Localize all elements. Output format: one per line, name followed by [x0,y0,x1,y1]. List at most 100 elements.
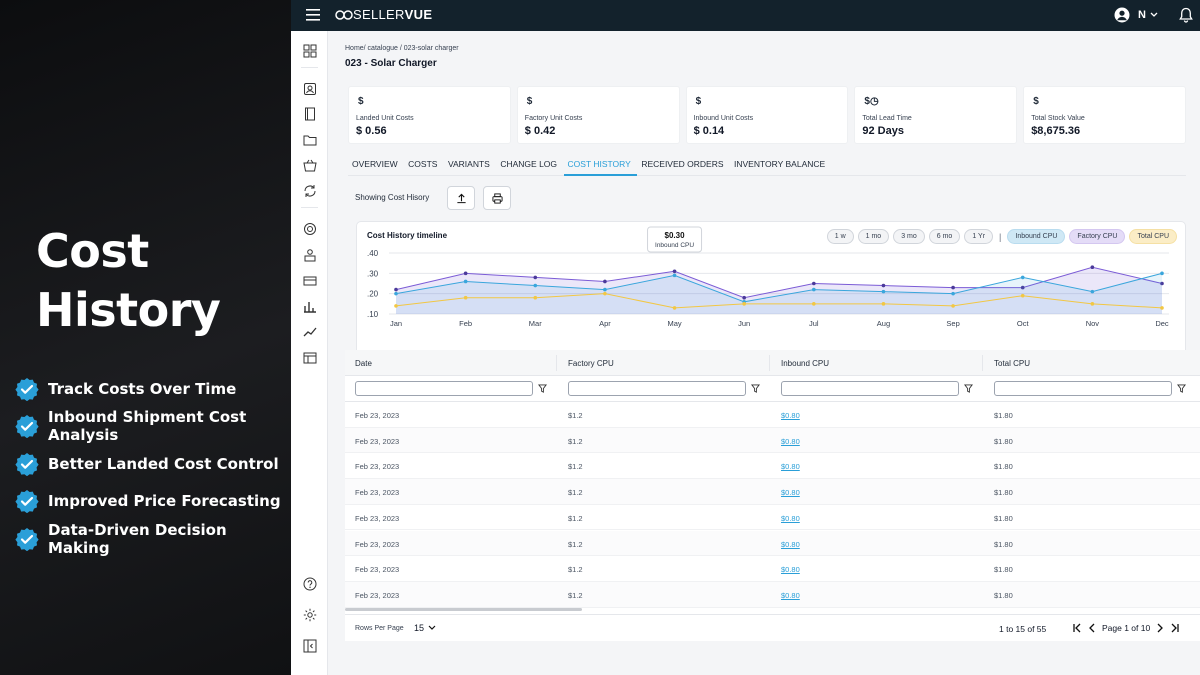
profile-icon[interactable] [303,82,317,96]
user-menu[interactable]: N [1114,7,1158,23]
tab-variants[interactable]: VARIANTS [447,159,490,169]
filter-icon[interactable] [538,384,547,393]
x-tick-label: Nov [1086,319,1100,328]
dollar-clock-icon: $◷ [864,96,879,107]
range-1yr-button[interactable]: 1 Yr [964,229,994,244]
filter-icon[interactable] [1177,384,1186,393]
tab-change-log[interactable]: CHANGE LOG [500,159,558,169]
card-inbound-unit-costs: $ Inbound Unit Costs $ 0.14 [685,86,849,144]
help-icon[interactable] [303,577,317,591]
series-area [396,273,1162,314]
range-1mo-button[interactable]: 1 mo [857,229,890,244]
book-icon[interactable] [303,107,317,121]
inbound-cpu-link[interactable]: $0.80 [781,539,800,549]
data-point [394,304,398,308]
tab-cost-history[interactable]: COST HISTORY [563,156,638,176]
bar-chart-icon[interactable] [303,299,317,313]
table-row: Feb 23, 2023 $1.2 $0.80 $1.80 [345,530,1200,557]
dollar-icon: $ [526,96,533,107]
summary-cards: $ Landed Unit Costs $ 0.56 $ Factory Uni… [348,86,1186,144]
card-landed-unit-costs: $ Landed Unit Costs $ 0.56 [348,86,511,144]
hamburger-menu-icon[interactable] [306,9,320,21]
card-label: Total Lead Time [862,115,912,122]
next-page-icon[interactable] [1155,623,1165,633]
notification-bell-icon[interactable] [1179,7,1193,23]
rows-per-page-select[interactable]: 15 [414,623,436,633]
feature-label: Inbound Shipment Cost Analysis [48,408,247,445]
showing-label: Showing Cost Hisory [355,193,430,202]
collapse-icon[interactable] [303,639,317,653]
column-header-inbound-cpu[interactable]: Inbound CPU [781,359,830,368]
date-cell: Feb 23, 2023 [355,590,400,600]
factory-cpu-filter-input[interactable] [568,381,746,396]
sync-icon[interactable] [303,184,317,198]
inbound-cpu-link[interactable]: $0.80 [781,590,800,600]
card-total-stock-value: $ Total Stock Value $8,675.36 [1023,86,1186,144]
series-line [395,293,1163,309]
column-header-factory-cpu[interactable]: Factory CPU [568,359,614,368]
table-icon[interactable] [303,351,317,365]
printer-icon [491,192,503,204]
logo-text-seller: SELLER [353,7,405,22]
target-icon[interactable] [303,222,317,236]
data-point [603,287,607,292]
data-point [672,273,677,278]
tab-costs[interactable]: COSTS [408,159,438,169]
total-cpu-filter-input[interactable] [994,381,1172,396]
legend-factory-cpu[interactable]: Factory CPU [1069,229,1126,244]
inbound-cpu-link[interactable]: $0.80 [781,565,800,575]
card-value: $ 0.56 [356,125,387,137]
data-point [812,287,816,292]
y-tick-label: .20 [367,290,379,299]
range-3mo-button[interactable]: 3 mo [893,229,925,244]
range-6mo-button[interactable]: 6 mo [928,229,961,244]
data-point [1160,306,1164,310]
pagination-range: 1 to 15 of 55 [999,624,1047,634]
total-cpu-cell: $1.80 [994,436,1013,446]
inbound-cpu-link[interactable]: $0.80 [781,513,800,523]
range-1w-button[interactable]: 1 w [826,229,854,244]
first-page-icon[interactable] [1072,623,1082,633]
trend-icon[interactable] [303,325,317,339]
data-point [533,295,538,300]
tab-inventory-balance[interactable]: INVENTORY BALANCE [734,159,826,169]
print-button[interactable] [483,186,511,210]
last-page-icon[interactable] [1170,623,1180,633]
x-tick-label: Jan [390,319,402,328]
inbound-cpu-link[interactable]: $0.80 [781,488,800,498]
person-box-icon[interactable] [303,248,317,262]
table-row: Feb 23, 2023 $1.2 $0.80 $1.80 [345,581,1200,608]
basket-icon[interactable] [303,159,317,173]
series-line [395,272,1163,303]
folder-icon[interactable] [303,133,317,147]
tab-overview[interactable]: OVERVIEW [352,159,398,169]
feature-label: Track Costs Over Time [48,379,237,398]
breadcrumb[interactable]: Home/ catalogue / 023-solar charger [345,45,459,52]
card-icon[interactable] [303,274,317,288]
grid-icon[interactable] [303,44,317,58]
inbound-cpu-link[interactable]: $0.80 [781,436,800,446]
data-point [1160,281,1164,286]
column-header-total-cpu[interactable]: Total CPU [994,359,1031,368]
filter-icon[interactable] [751,384,760,393]
data-point [881,289,886,294]
prev-page-icon[interactable] [1087,623,1097,633]
horizontal-scrollbar[interactable] [345,608,582,611]
inbound-cpu-link[interactable]: $0.80 [781,462,800,472]
data-point [1020,293,1025,298]
legend-total-cpu[interactable]: Total CPU [1129,229,1177,244]
legend-inbound-cpu[interactable]: Inbound CPU [1007,229,1066,244]
app-logo[interactable]: SELLER VUE [335,7,432,22]
tab-received-orders[interactable]: RECEIVED ORDERS [641,159,724,169]
column-header-date[interactable]: Date [355,359,372,368]
date-filter-input[interactable] [355,381,533,396]
filter-icon[interactable] [964,384,973,393]
feature-item: Improved Price Forecasting [15,483,291,521]
data-point [1090,265,1095,270]
card-value: $ 0.14 [693,125,725,137]
settings-icon[interactable] [303,608,317,622]
card-value: $ 0.42 [524,125,556,137]
export-button[interactable] [447,186,475,210]
inbound-cpu-link[interactable]: $0.80 [781,411,800,420]
inbound-cpu-filter-input[interactable] [781,381,959,396]
